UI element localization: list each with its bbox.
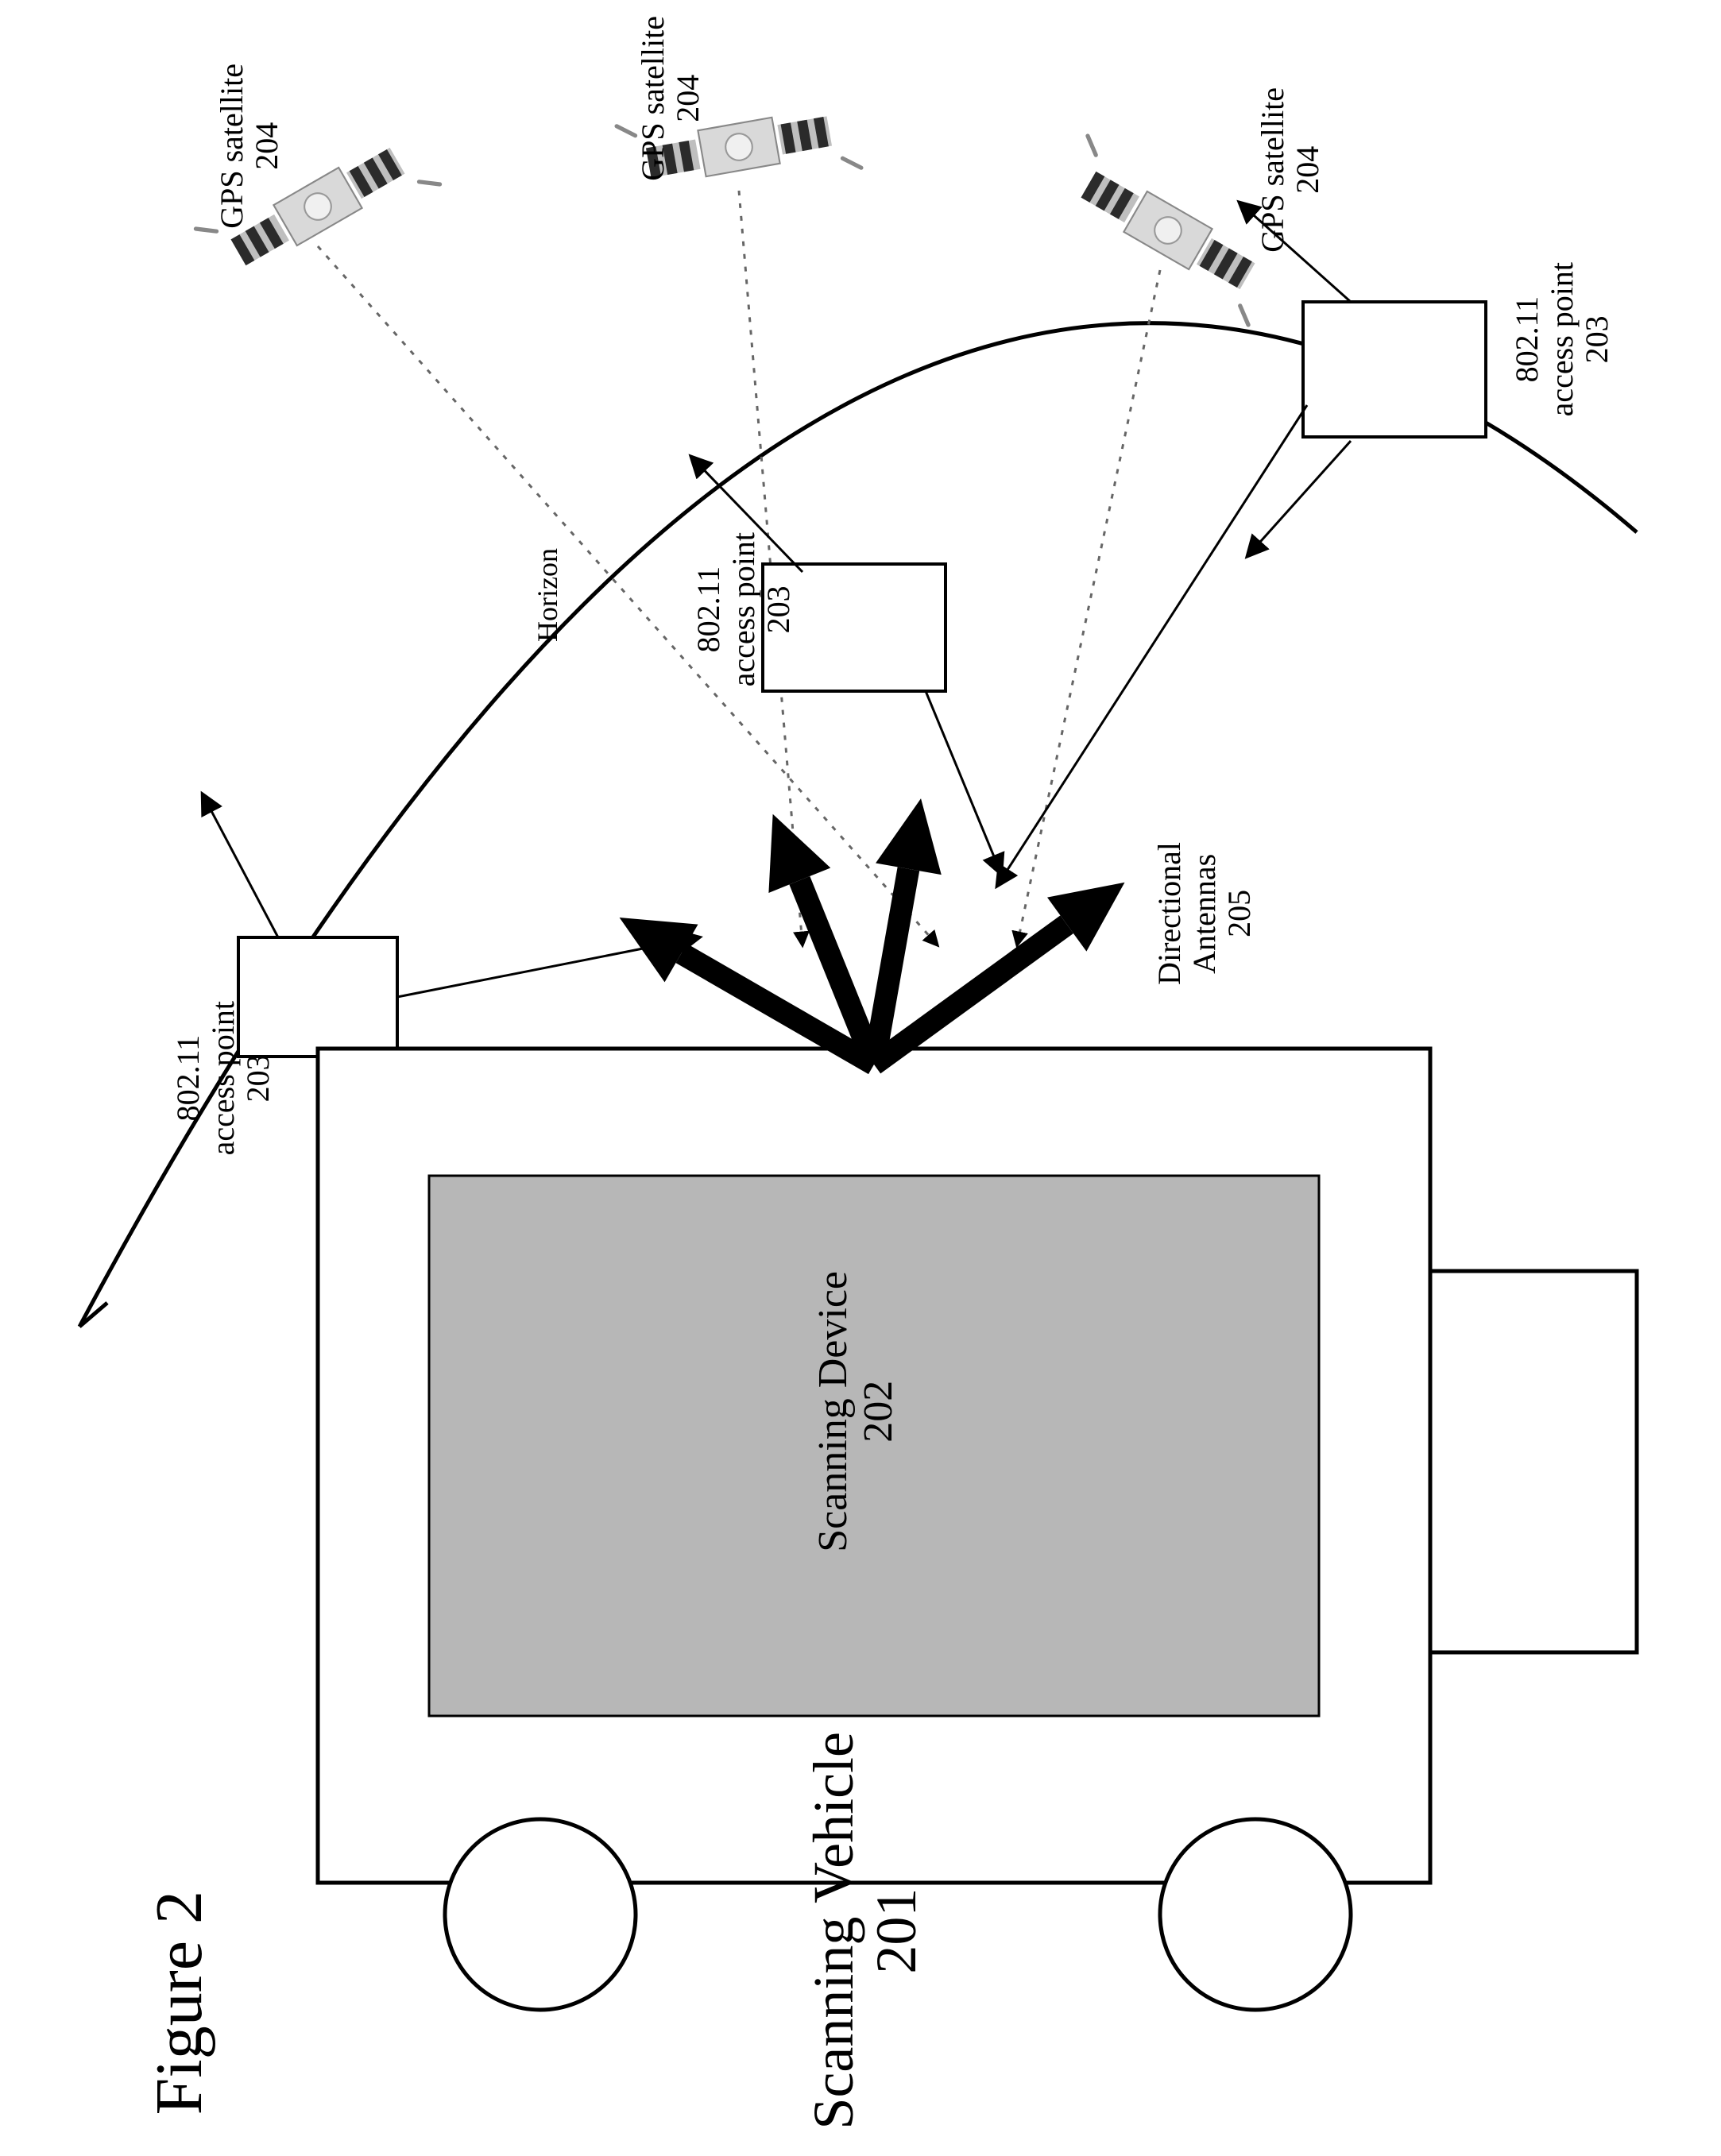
access-point-left-label: 802.11 access point 203	[171, 1001, 276, 1155]
scanning-vehicle	[318, 1049, 1637, 2010]
gps-satellite-right-label: GPS satellite 204	[1255, 87, 1325, 253]
directional-antennas-label: Directional Antennas 205	[1152, 842, 1257, 985]
gps-satellite-left-label: GPS satellite 204	[215, 64, 284, 229]
gps-satellite-right-icon	[1046, 136, 1290, 325]
scanning-vehicle-label: Scanning Vehicle 201	[802, 1732, 928, 2130]
access-point-boxes	[238, 302, 1486, 1057]
wheel-front-icon	[445, 1819, 636, 2010]
figure-canvas: GPS satellite 204 GPS satellite 204 GPS …	[0, 0, 1721, 2156]
access-point-right-label: 802.11 access point 203	[1510, 262, 1615, 416]
figure-caption: Figure 2	[143, 1891, 216, 2115]
access-point-mid-label: 802.11 access point 203	[691, 532, 796, 686]
vehicle-cab	[1430, 1271, 1637, 1652]
wheel-rear-icon	[1160, 1819, 1351, 2010]
horizon-label: Horizon	[532, 548, 564, 642]
gps-satellite-mid-label: GPS satellite 204	[636, 16, 706, 181]
scanning-device-label: Scanning Device 202	[810, 1271, 901, 1552]
